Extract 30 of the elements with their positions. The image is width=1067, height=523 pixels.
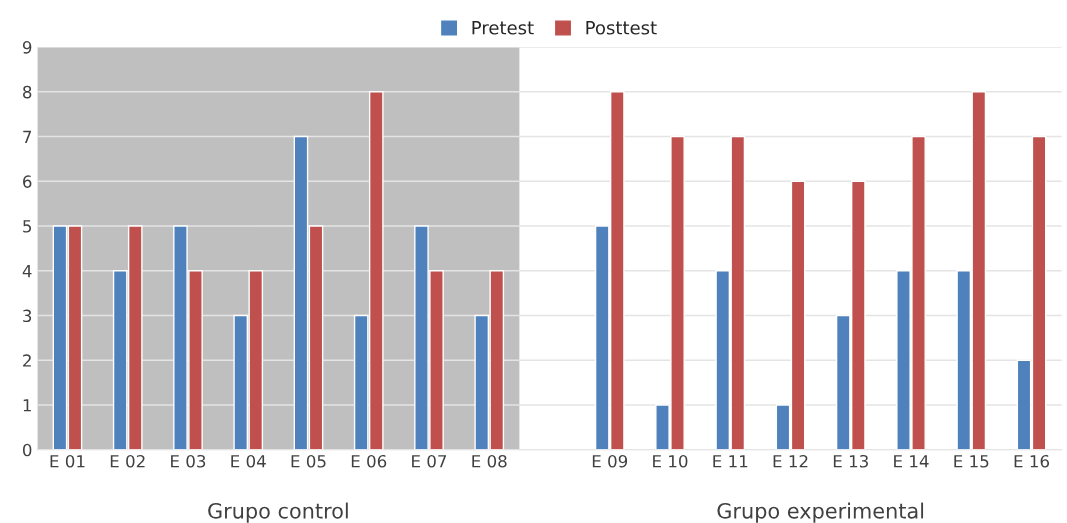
x-tick-label: E 03 [171,454,206,468]
x-tick-label: E 02 [110,454,145,468]
legend-label: Posttest [586,21,657,35]
x-tick-label: E 07 [412,454,447,468]
y-tick-label: 0 [22,443,32,457]
x-tick-label: E 05 [291,454,326,468]
x-tick-label: E 10 [653,454,688,468]
y-tick-label: 3 [23,309,32,323]
y-tick-label: 7 [23,130,32,143]
x-tick-label: E 06 [351,454,387,468]
x-tick-label: E 08 [472,454,507,468]
x-tick-label: E 15 [954,455,989,468]
y-tick-label: 1 [23,399,31,412]
y-tick-label: 9 [22,41,32,54]
x-tick-label: E 14 [894,455,929,468]
x-tick-label: E 04 [231,454,266,468]
x-tick-label: E 13 [833,454,868,468]
x-tick-label: E 01 [50,454,85,468]
y-tick-label: 5 [23,220,32,233]
x-tick-label: E 11 [713,455,748,468]
x-tick-label: E 09 [592,454,628,468]
y-tick-label: 4 [22,264,32,278]
legend-label: Pretest [472,21,534,35]
y-tick-label: 2 [23,354,31,367]
x-tick-label: E 12 [773,454,808,468]
text: Grupo experimental [717,502,924,523]
y-tick-label: 8 [23,85,32,99]
x-tick-label: E 16 [1014,454,1050,468]
text: Grupo control [208,502,348,523]
y-tick-label: 6 [23,175,32,188]
